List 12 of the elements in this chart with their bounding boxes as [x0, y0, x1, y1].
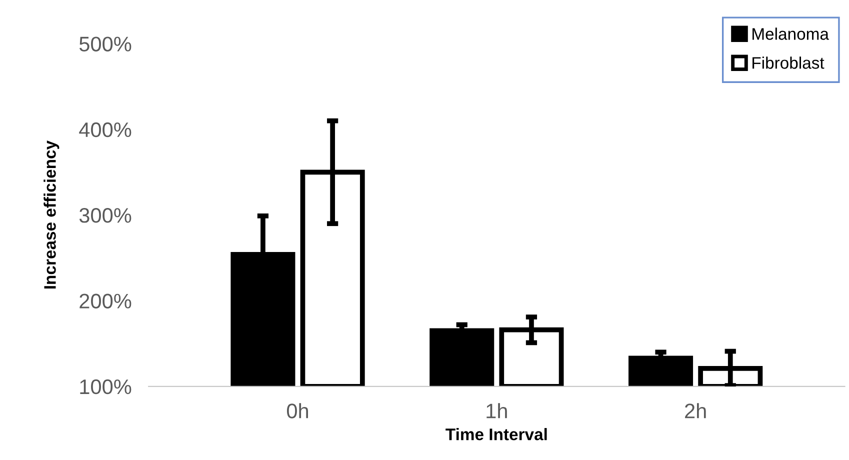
legend-label: Fibroblast — [752, 56, 824, 69]
legend-label: Melanoma — [752, 28, 829, 40]
y-tick-label: 200% — [80, 294, 132, 308]
x-tick-label: 2h — [685, 403, 706, 418]
x-axis-title: Time Interval — [446, 428, 547, 440]
x-tick-label: 1h — [486, 403, 507, 418]
y-axis-title: Increase efficiency — [44, 140, 60, 289]
y-tick-label: 300% — [79, 208, 132, 223]
x-tick-label: 0h — [286, 403, 308, 418]
y-tick-label: 500% — [79, 36, 132, 52]
y-tick-label: 100% — [80, 379, 132, 394]
y-tick-label: 400% — [79, 122, 132, 138]
